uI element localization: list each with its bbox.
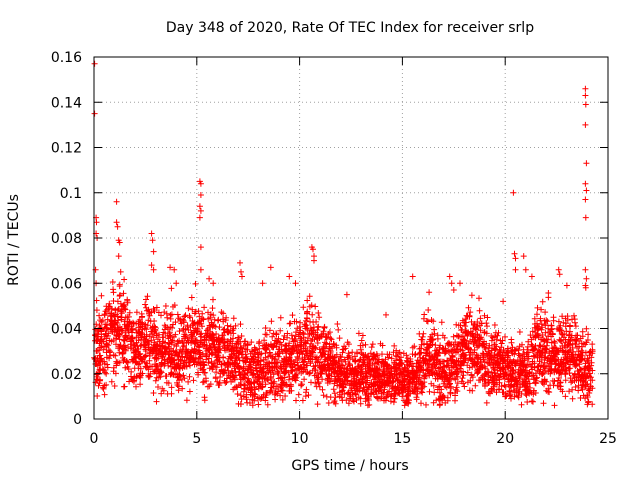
chart-title: Day 348 of 2020, Rate Of TEC Index for r… bbox=[166, 20, 534, 36]
x-tick-label: 25 bbox=[599, 431, 617, 447]
y-tick-label: 0 bbox=[73, 412, 82, 428]
y-tick-label: 0.02 bbox=[51, 367, 82, 383]
plot-frame bbox=[93, 56, 609, 420]
y-tick-label: 0.12 bbox=[51, 141, 82, 157]
roti-points bbox=[91, 60, 596, 409]
y-axis-label: ROTI / TECUs bbox=[6, 194, 22, 286]
data-points bbox=[91, 60, 596, 409]
x-tick-label: 5 bbox=[192, 431, 201, 447]
x-tick-labels: 0 5 10 15 20 25 bbox=[90, 431, 617, 447]
x-tick-label: 10 bbox=[291, 431, 309, 447]
y-tick-label: 0.1 bbox=[60, 186, 82, 202]
y-tick-label: 0.06 bbox=[51, 276, 82, 292]
x-tick-label: 0 bbox=[90, 431, 99, 447]
y-tick-label: 0.04 bbox=[51, 322, 82, 338]
x-tick-label: 15 bbox=[393, 431, 411, 447]
y-tick-label: 0.16 bbox=[51, 50, 82, 66]
x-axis-label: GPS time / hours bbox=[291, 458, 408, 474]
y-tick-label: 0.08 bbox=[51, 231, 82, 247]
y-tick-labels: 0 0.02 0.04 0.06 0.08 0.1 0.12 0.14 0.16 bbox=[51, 50, 82, 428]
y-tick-label: 0.14 bbox=[51, 95, 82, 111]
x-tick-label: 20 bbox=[496, 431, 514, 447]
